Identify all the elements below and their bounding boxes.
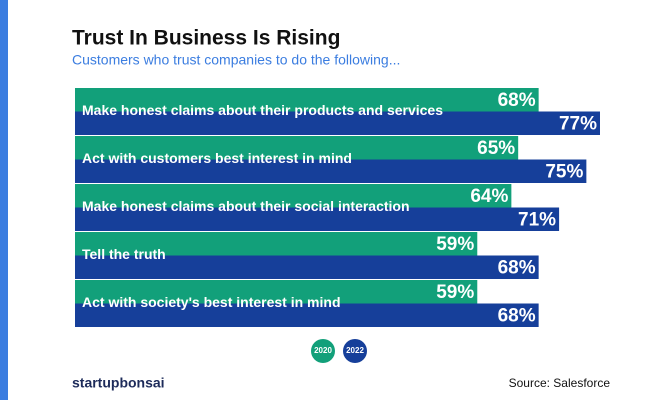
value-label: 59% bbox=[436, 282, 474, 303]
category-label: Act with customers best interest in mind bbox=[82, 150, 352, 166]
value-label: 68% bbox=[498, 90, 536, 111]
chart-title: Trust In Business Is Rising bbox=[72, 27, 340, 50]
bar bbox=[75, 255, 539, 279]
category-label: Tell the truth bbox=[82, 246, 166, 262]
value-label: 65% bbox=[477, 138, 515, 159]
chart-subtitle: Customers who trust companies to do the … bbox=[72, 52, 400, 68]
value-label: 71% bbox=[518, 209, 556, 230]
category-label: Act with society's best interest in mind bbox=[82, 294, 341, 310]
category-label: Make honest claims about their social in… bbox=[82, 198, 410, 214]
bar bbox=[75, 88, 539, 112]
legend-marker bbox=[343, 339, 367, 363]
bar bbox=[75, 303, 539, 327]
bar bbox=[75, 280, 478, 304]
bar bbox=[75, 111, 600, 135]
legend-marker bbox=[311, 339, 335, 363]
legend-label: 2020 bbox=[314, 346, 332, 355]
brand: startupbonsai bbox=[72, 375, 165, 391]
value-label: 59% bbox=[436, 234, 474, 255]
value-label: 75% bbox=[545, 161, 583, 182]
accent-stripe bbox=[0, 0, 8, 400]
value-label: 68% bbox=[498, 305, 536, 326]
value-label: 64% bbox=[470, 186, 508, 207]
legend-label: 2022 bbox=[346, 346, 364, 355]
bar bbox=[75, 207, 560, 231]
value-label: 68% bbox=[498, 257, 536, 278]
bar bbox=[75, 232, 478, 256]
category-label: Make honest claims about their products … bbox=[82, 102, 443, 118]
bar bbox=[75, 184, 512, 208]
bar bbox=[75, 159, 587, 183]
bar bbox=[75, 136, 519, 160]
value-label: 77% bbox=[559, 113, 597, 134]
source: Source: Salesforce bbox=[509, 376, 611, 390]
